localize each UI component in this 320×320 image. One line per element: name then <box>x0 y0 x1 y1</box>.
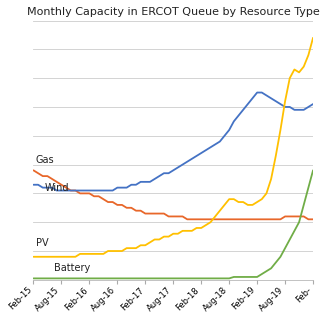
Title: Monthly Capacity in ERCOT Queue by Resource Type: Monthly Capacity in ERCOT Queue by Resou… <box>27 7 320 17</box>
Text: Wind: Wind <box>45 183 70 193</box>
Text: Battery: Battery <box>54 263 91 273</box>
Text: PV: PV <box>36 238 48 248</box>
Text: Gas: Gas <box>36 155 54 164</box>
